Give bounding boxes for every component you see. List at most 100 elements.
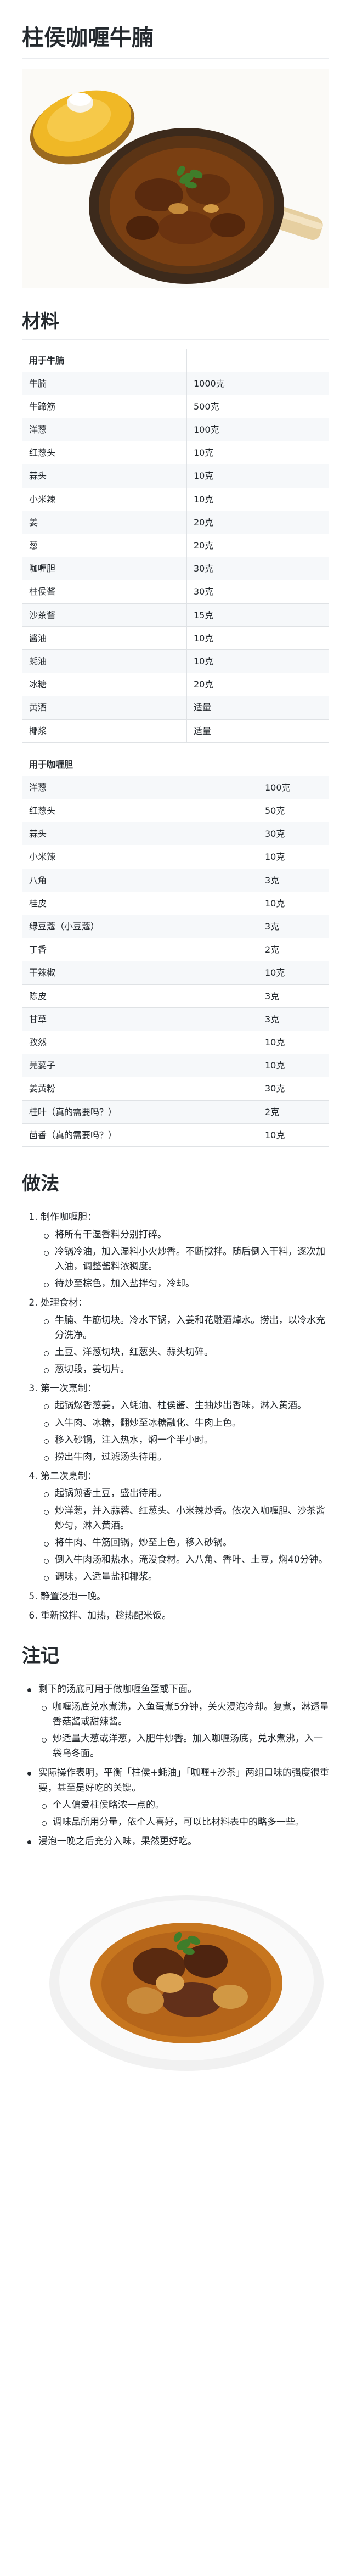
table-row: 红葱头 50克 [22, 799, 329, 823]
ingredient-amount: 20克 [186, 510, 329, 535]
sub-list: 将所有干湿香料分别打碎。 冷锅冷油，加入湿料小火炒香。不断搅拌。随后倒入干料，逐次… [41, 1228, 329, 1292]
ingredient-name: 蚝油 [22, 649, 187, 674]
table-row: 蚝油 10克 [22, 649, 329, 674]
sub-item: 倒入牛肉汤和热水，淹没食材。入八角、香叶、土豆，焖40分钟。 [44, 1553, 329, 1567]
step-item-text: 处理食材： [41, 1297, 87, 1309]
ingredients-table-curry-paste: 用于咖喱胆 洋葱 100克 红葱头 50克 蒜头 30克 小米辣 10克 八角 3克 桂皮 10克 绿豆… [22, 752, 329, 1147]
table-row: 小米辣 10克 [22, 845, 329, 869]
ingredient-amount: 3克 [258, 868, 329, 892]
note-item-text: 剩下的汤底可用于做咖喱鱼蛋或下面。 [38, 1684, 197, 1695]
ingredient-amount: 30克 [258, 822, 329, 846]
sub-item: 咖喱汤底兑水煮沸，入鱼蛋煮5分钟，关火浸泡冷却。复煮，淋透量香菇酱或甜辣酱。 [42, 1700, 329, 1729]
ingredient-name: 酱油 [22, 626, 187, 650]
table-row: 丁香 2克 [22, 938, 329, 962]
step-item: 第二次烹制： 起锅煎香土豆，盛出待用。炒洋葱，并入蒜蓉、红葱头、小米辣炒香。依次入… [41, 1469, 329, 1584]
ingredient-name: 桂皮 [22, 891, 258, 916]
ingredient-amount: 10克 [186, 626, 329, 650]
ingredient-name: 小米辣 [22, 845, 258, 869]
ingredient-amount: 3克 [258, 1007, 329, 1031]
table-row: 姜黄粉 30克 [22, 1077, 329, 1101]
ingredient-amount: 20克 [186, 533, 329, 558]
note-item: 实际操作表明，平衡「柱侯+蚝油」「咖喱+沙茶」两组口味的强度很重要，甚至是好吃的… [27, 1766, 329, 1830]
table-row: 红葱头 10克 [22, 441, 329, 465]
ingredient-name: 陈皮 [22, 984, 258, 1008]
ingredient-name: 姜黄粉 [22, 1077, 258, 1101]
table-row: 酱油 10克 [22, 626, 329, 650]
ingredient-amount: 50克 [258, 799, 329, 823]
ingredient-amount: 10克 [258, 891, 329, 916]
section-heading-method: 做法 [22, 1157, 329, 1202]
table-header: 用于牛腩 [22, 348, 187, 372]
ingredient-amount: 1000克 [186, 371, 329, 395]
step-item-text: 制作咖喱胆： [41, 1212, 97, 1223]
sub-item: 土豆、洋葱切块，红葱头、蒜头切碎。 [44, 1345, 329, 1360]
table-row: 孜然 10克 [22, 1030, 329, 1055]
table-row: 桂叶（真的需要吗？） 2克 [22, 1100, 329, 1124]
ingredient-amount: 适量 [186, 696, 329, 720]
ingredient-name: 椰浆 [22, 719, 187, 743]
ingredient-name: 茴香（真的需要吗？） [22, 1123, 258, 1147]
table-row: 柱侯酱 30克 [22, 580, 329, 604]
ingredient-amount: 15克 [186, 603, 329, 627]
table-row: 绿豆蔻（小豆蔻） 3克 [22, 914, 329, 939]
table-row: 甘草 3克 [22, 1007, 329, 1031]
table-body: 洋葱 100克 红葱头 50克 蒜头 30克 小米辣 10克 八角 3克 桂皮 10克 绿豆蔻（小豆蔻）… [22, 775, 329, 1147]
ingredient-name: 蒜头 [22, 822, 258, 846]
step-item-text: 第一次烹制： [41, 1383, 97, 1395]
sub-item: 调味，入适量盐和椰浆。 [44, 1570, 329, 1584]
ingredient-amount: 2克 [258, 1100, 329, 1124]
clay-pot-image [22, 69, 329, 288]
ingredient-name: 红葱头 [22, 441, 187, 465]
ingredient-amount: 100克 [258, 775, 329, 800]
table-row: 芫荽子 10克 [22, 1054, 329, 1078]
ingredient-amount: 10克 [186, 487, 329, 511]
sub-item: 入牛肉、冰糖，翻炒至冰糖融化、牛肉上色。 [44, 1416, 329, 1431]
sub-item: 个人偏爱柱侯略浓一点的。 [42, 1798, 329, 1813]
step-item: 处理食材： 牛腩、牛筋切块。冷水下锅，入姜和花雕酒焯水。捞出，以冷水充分洗净。土豆… [41, 1296, 329, 1377]
ingredient-amount: 30克 [186, 557, 329, 581]
ingredient-name: 牛蹄筋 [22, 394, 187, 419]
ingredient-amount: 适量 [186, 719, 329, 743]
ingredient-name: 蒜头 [22, 464, 187, 488]
sub-item: 捞出牛肉，过滤汤头待用。 [44, 1450, 329, 1465]
ingredient-name: 绿豆蔻（小豆蔻） [22, 914, 258, 939]
section-heading-notes: 注记 [22, 1629, 329, 1674]
table-row: 牛蹄筋 500克 [22, 394, 329, 419]
sub-list: 起锅煎香土豆，盛出待用。 炒洋葱，并入蒜蓉、红葱头、小米辣炒香。依次入咖喱胆、沙茶… [41, 1486, 329, 1584]
ingredient-name: 甘草 [22, 1007, 258, 1031]
ingredient-amount: 10克 [186, 464, 329, 488]
ingredient-name: 沙茶酱 [22, 603, 187, 627]
recipe-page: 柱侯咖喱牛腩 [0, 0, 351, 2105]
steps-list: 制作咖喱胆： 将所有干湿香料分别打碎。冷锅冷油，加入湿料小火炒香。不断搅拌。随后倒… [22, 1210, 329, 1623]
table-row: 洋葱 100克 [22, 418, 329, 442]
note-item-text: 浸泡一晚之后充分入味，果然更好吃。 [38, 1836, 197, 1847]
table-header-empty [186, 348, 329, 372]
sub-item: 将所有干湿香料分别打碎。 [44, 1228, 329, 1242]
section-heading-materials: 材料 [22, 295, 329, 340]
ingredient-amount: 3克 [258, 914, 329, 939]
ingredient-amount: 10克 [258, 961, 329, 985]
step-item-text: 重新搅拌、加热，趁热配米饭。 [41, 1610, 171, 1621]
sub-item: 起锅煎香土豆，盛出待用。 [44, 1486, 329, 1501]
table-row: 干辣椒 10克 [22, 961, 329, 985]
ingredient-amount: 10克 [258, 1054, 329, 1078]
ingredients-table-beef: 用于牛腩 牛腩 1000克 牛蹄筋 500克 洋葱 100克 红葱头 10克 蒜头 10克 小米辣 1… [22, 348, 329, 743]
ingredient-name: 红葱头 [22, 799, 258, 823]
ingredient-amount: 10克 [258, 1123, 329, 1147]
ingredient-name: 八角 [22, 868, 258, 892]
ingredient-name: 孜然 [22, 1030, 258, 1055]
sub-item: 葱切段，姜切片。 [44, 1362, 329, 1377]
step-item: 第一次烹制： 起锅爆香葱姜，入蚝油、柱侯酱、生抽炒出香味，淋入黄酒。入牛肉、冰糖，… [41, 1381, 329, 1465]
note-item: 剩下的汤底可用于做咖喱鱼蛋或下面。咖喱汤底兑水煮沸，入鱼蛋煮5分钟，关火浸泡冷却… [27, 1682, 329, 1761]
ingredient-name: 芫荽子 [22, 1054, 258, 1078]
ingredient-amount: 30克 [186, 580, 329, 604]
table-row: 蒜头 10克 [22, 464, 329, 488]
ingredient-name: 桂叶（真的需要吗？） [22, 1100, 258, 1124]
sub-item: 移入砂锅，注入热水，焖一个半小时。 [44, 1433, 329, 1448]
ingredient-name: 姜 [22, 510, 187, 535]
ingredient-name: 冰糖 [22, 673, 187, 697]
ingredient-amount: 20克 [186, 673, 329, 697]
step-item: 静置浸泡一晚。 [41, 1589, 329, 1604]
note-item-text: 实际操作表明，平衡「柱侯+蚝油」「咖喱+沙茶」两组口味的强度很重要，甚至是好吃的… [38, 1767, 329, 1794]
notes-list: 剩下的汤底可用于做咖喱鱼蛋或下面。咖喱汤底兑水煮沸，入鱼蛋煮5分钟，关火浸泡冷却… [22, 1682, 329, 1849]
